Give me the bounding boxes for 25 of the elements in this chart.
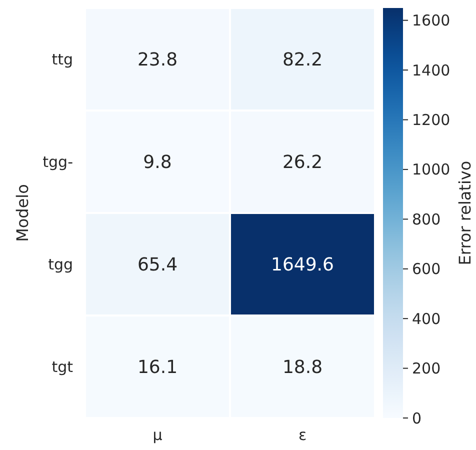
color-bar-label: 1200: [412, 110, 450, 129]
color-bar-label: 1400: [412, 61, 450, 80]
data-label: 18.8: [282, 357, 323, 378]
x-tick-label: ε: [298, 426, 307, 444]
color-bar-label: 400: [412, 310, 441, 328]
color-bar-label: 0: [412, 409, 422, 428]
data-label: 9.8: [143, 152, 172, 174]
color-bar-label: 200: [412, 360, 441, 378]
y-tick-label: tgt: [52, 358, 74, 376]
data-label: 26.2: [282, 152, 323, 174]
data-label: 16.1: [137, 357, 178, 378]
color-bar-label: 1600: [412, 12, 450, 30]
y-tick-label: ttg: [52, 50, 73, 68]
color-bar-title: Error relativo: [456, 160, 475, 266]
color-bar-label: 1000: [412, 160, 450, 179]
data-label: 23.8: [137, 50, 178, 71]
x-tick-label: μ: [152, 426, 163, 444]
data-label: 82.2: [282, 50, 323, 71]
data-label: 1649.6: [271, 254, 334, 276]
data-label: 65.4: [137, 254, 178, 276]
color-bar-label: 800: [412, 210, 441, 228]
y-tick-label: tgg: [48, 256, 73, 274]
y-tick-label: tgg-: [42, 153, 73, 171]
color-bar-label: 600: [412, 260, 441, 278]
y-axis-title: Modelo: [13, 184, 32, 242]
